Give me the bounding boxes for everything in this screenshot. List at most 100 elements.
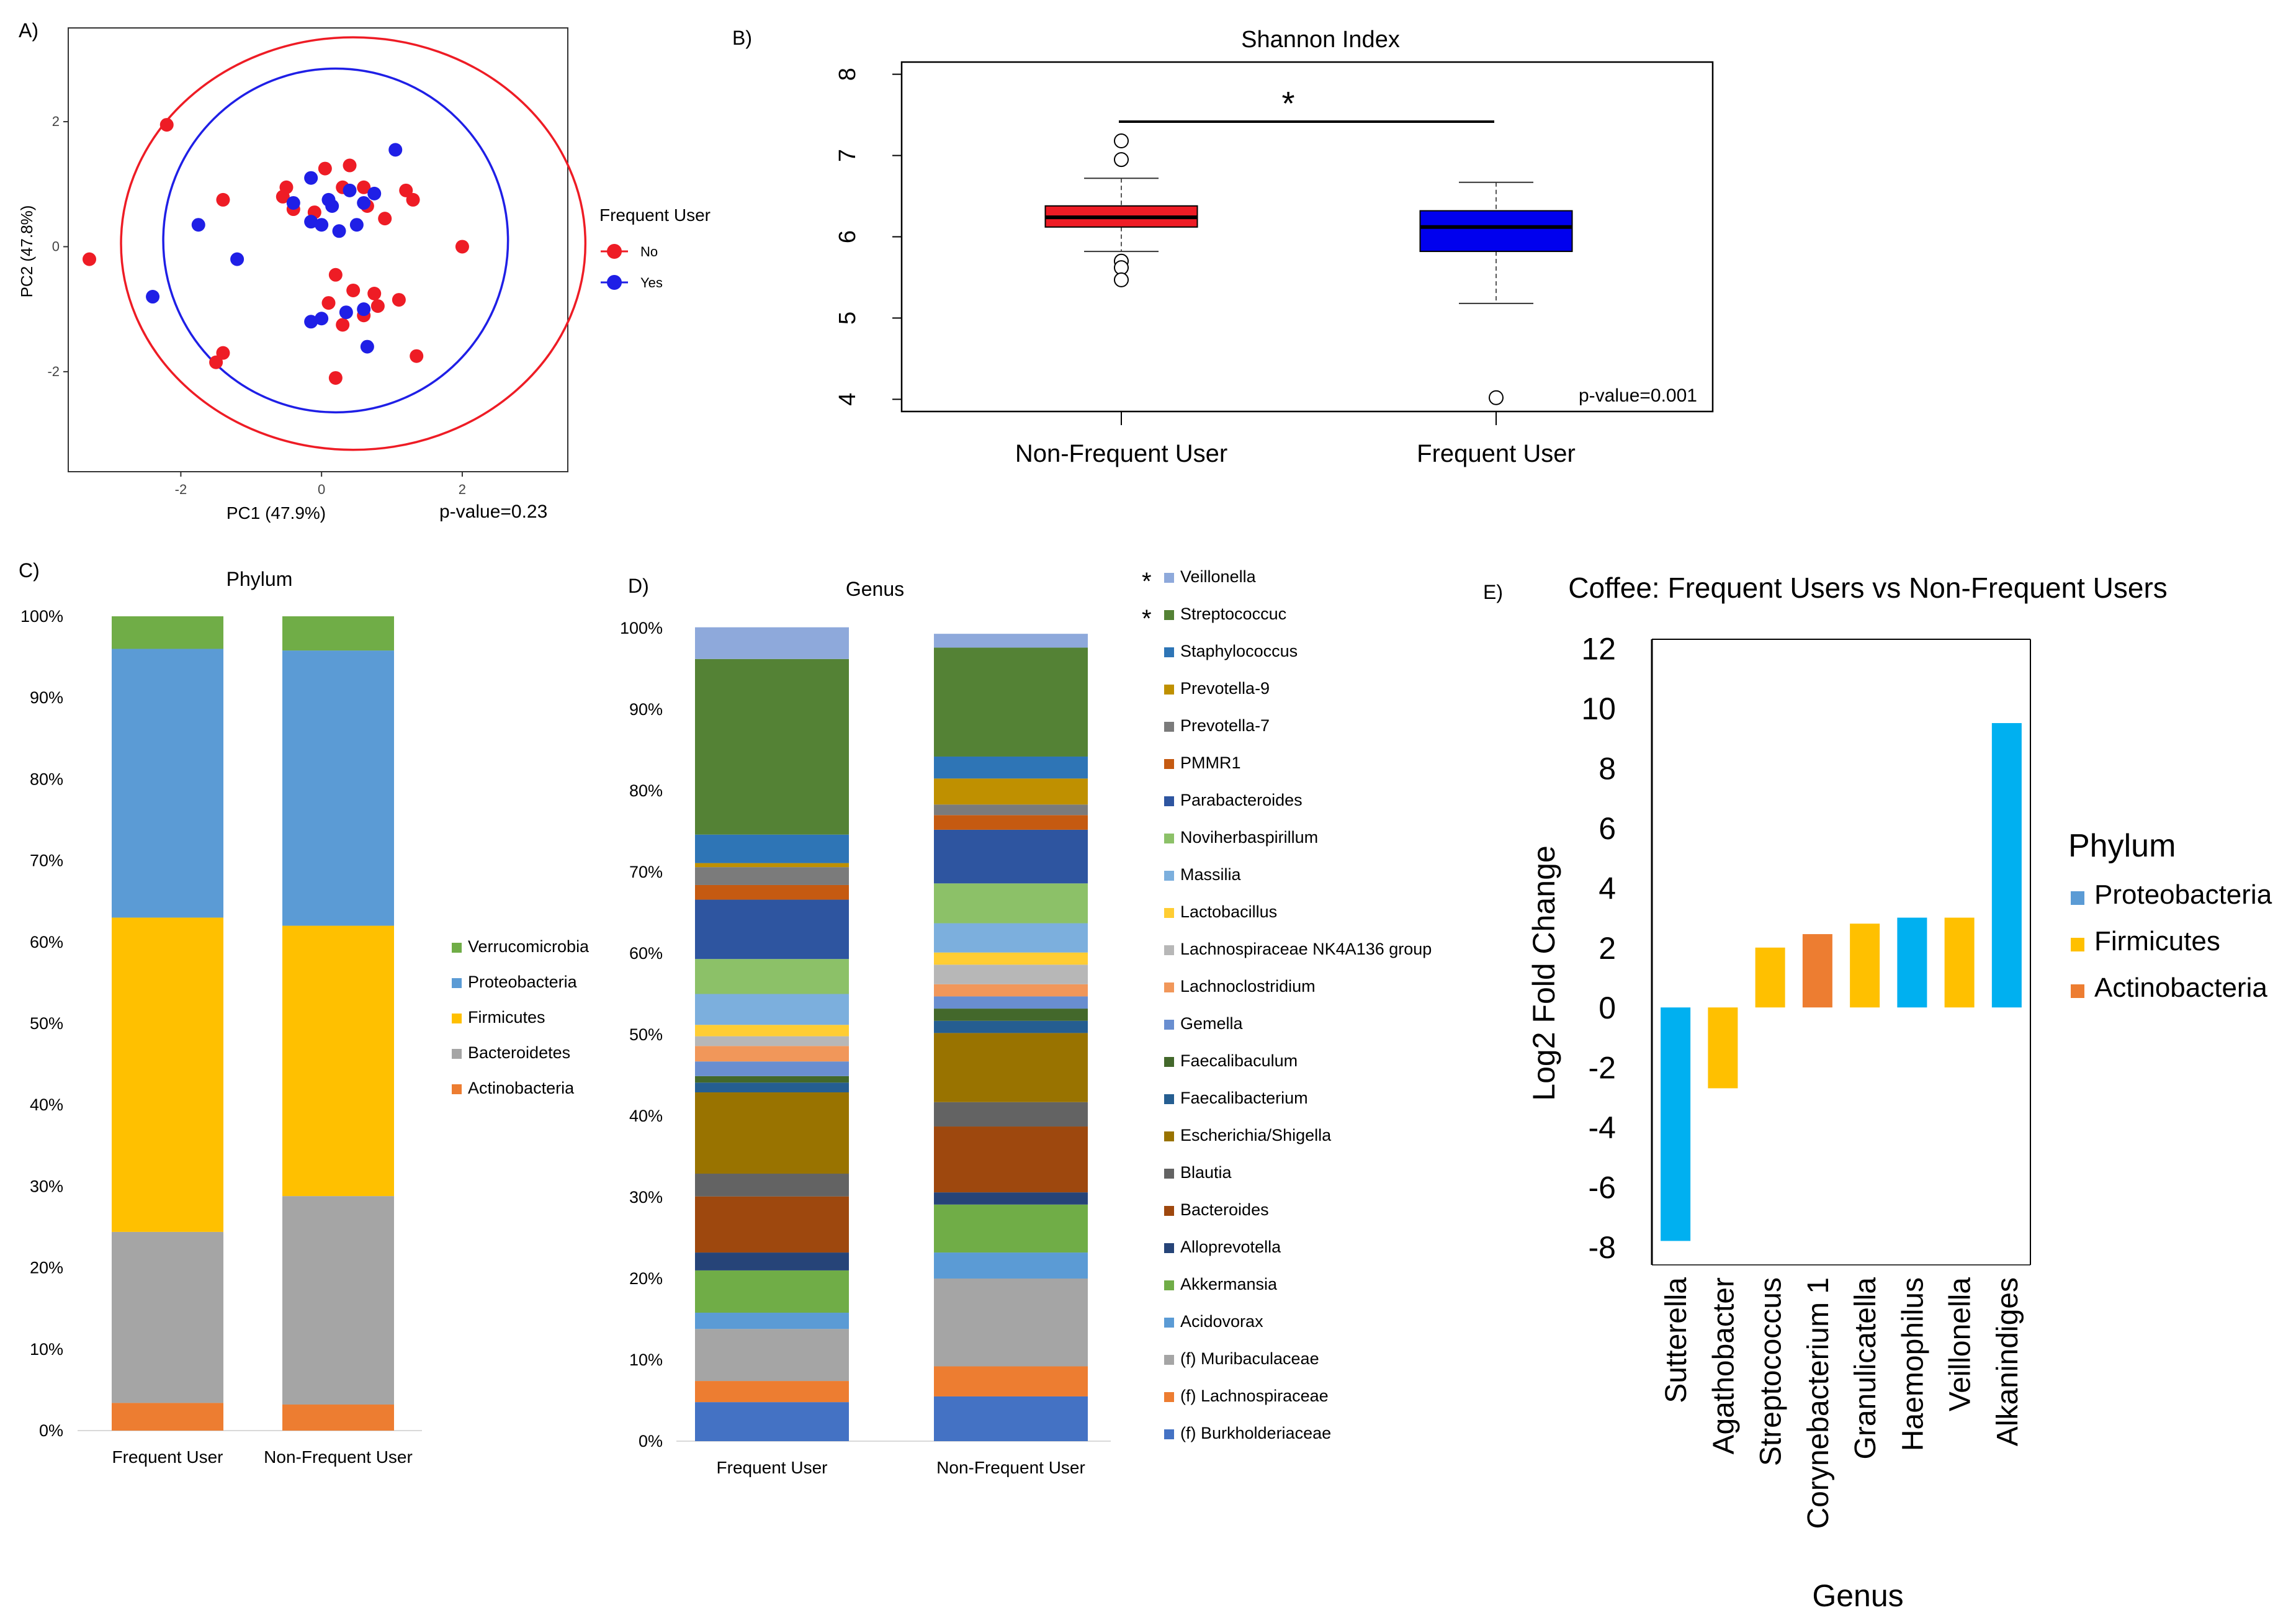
box-outlier (1114, 133, 1129, 149)
genus-bar-pmmr1 (934, 815, 1088, 830)
phylum-legend-swatch (452, 943, 462, 953)
genus-legend-swatch (1164, 722, 1174, 732)
fold-change-y-tick-label: 12 (1581, 631, 1616, 666)
genus-legend-label: Alloprevotella (1180, 1238, 1281, 1256)
phylum-bar-bacteroidetes (112, 1231, 223, 1403)
genus-bar-lactobacillus (695, 1025, 849, 1036)
shannon-category-label: Non-Frequent User (1015, 440, 1227, 467)
pca-point-yes (360, 339, 374, 354)
pca-point-yes (332, 224, 346, 238)
genus-bar-veillonella (934, 634, 1088, 648)
box-outlier (1114, 152, 1129, 168)
fold-change-y-tick-label: -2 (1589, 1051, 1616, 1086)
phylum-bar-actinobacteria (282, 1405, 394, 1431)
phylum-bar-verrucomicrobia (112, 616, 223, 649)
pca-legend: Frequent User No Yes (599, 205, 711, 290)
pca-point-yes (339, 305, 353, 320)
phylum-y-tick-label: 60% (30, 933, 63, 951)
fold-change-legend-title: Phylum (2068, 828, 2176, 864)
genus-bar-blautia (695, 1174, 849, 1197)
pca-point-yes (367, 186, 382, 200)
genus-bar-gemella (695, 1061, 849, 1076)
genus-y-tick-label: 0% (639, 1432, 663, 1450)
genus-legend-label: (f) Muribaculaceae (1180, 1349, 1319, 1368)
phylum-bar-proteobacteria (282, 650, 394, 926)
genus-bar-lachnoclostridium (695, 1046, 849, 1062)
genus-legend-swatch (1164, 1169, 1174, 1179)
pca-point-no (321, 296, 336, 310)
fold-change-x-label: Genus (1812, 1578, 1903, 1613)
pca-y-axis-label: PC2 (47.8%) (17, 205, 36, 298)
genus-bar-f-lachnospiraceae (695, 1381, 849, 1403)
genus-bar-gemella (934, 996, 1088, 1009)
pca-point-yes (315, 218, 329, 232)
phylum-y-tick-label: 80% (30, 770, 63, 788)
phylum-legend-label: Firmicutes (468, 1008, 545, 1027)
genus-legend-swatch (1164, 1392, 1174, 1402)
genus-bar-staphylococcus (934, 756, 1088, 779)
panel-e-label: E) (1483, 581, 1503, 603)
genus-bar-faecalibaculum (695, 1076, 849, 1083)
pca-legend-label-yes: Yes (640, 275, 663, 290)
genus-bar-prevotella-7 (934, 804, 1088, 816)
pca-x-tick-label: -2 (175, 482, 187, 497)
genus-legend-swatch (1164, 1094, 1174, 1104)
pca-point-no (279, 180, 294, 194)
shannon-boxplot: Shannon Index 4 5 6 7 8 Non-Frequent User Fre… (835, 27, 1714, 467)
phylum-legend-swatch (452, 978, 462, 988)
fold-change-y-tick-label: 4 (1599, 871, 1616, 906)
genus-bar-escherichia-shigella (934, 1033, 1088, 1102)
genus-bar-f-burkholderiaceae (934, 1396, 1088, 1441)
phylum-title: Phylum (226, 568, 293, 590)
genus-legend-label: Bacteroides (1180, 1200, 1269, 1219)
genus-legend-label: Streptococcuc (1180, 605, 1286, 623)
pca-scatter-plot: -2 0 2 -2 0 2 PC1 (47.9%) PC2 (47.8%) p-value… (17, 27, 711, 523)
phylum-y-tick-label: 0% (39, 1421, 63, 1440)
genus-bar-staphylococcus (695, 834, 849, 863)
pca-point-yes (349, 218, 364, 232)
genus-legend-swatch (1164, 945, 1174, 955)
pca-point-yes (315, 312, 329, 326)
genus-legend-label: Lachnoclostridium (1180, 977, 1316, 996)
pca-p-value: p-value=0.23 (439, 501, 547, 522)
shannon-y-tick-label: 8 (835, 68, 861, 81)
phylum-stacked-bar-chart: Phylum 0% 10% 20% 30% 40% 50% 60% 70% 80% 90% 100%… (20, 568, 590, 1467)
pca-y-tick-label: -2 (47, 364, 60, 379)
fold-change-bar-streptococcus (1755, 947, 1785, 1008)
fold-change-y-label: Log2 Fold Change (1527, 845, 1561, 1100)
genus-bar-escherichia-shigella (695, 1092, 849, 1174)
genus-y-tick-label: 60% (629, 944, 663, 963)
fold-change-bar-agathobacter (1708, 1007, 1738, 1089)
pca-point-no (406, 192, 420, 207)
fold-change-y-tick-label: 10 (1581, 691, 1616, 726)
panel-c-label: C) (19, 559, 40, 582)
phylum-bar-bacteroidetes (282, 1196, 394, 1405)
genus-bar-lachnoclostridium (934, 984, 1088, 997)
genus-category-label: Frequent User (717, 1458, 828, 1477)
pca-point-no (336, 318, 350, 332)
phylum-bar-actinobacteria (112, 1403, 223, 1431)
phylum-bar-firmicutes (112, 917, 223, 1232)
fold-change-bar-sutterella (1661, 1007, 1691, 1241)
genus-bar-parabacteroides (934, 829, 1088, 884)
fold-change-category-label: Granulicatella (1849, 1277, 1882, 1460)
panel-a-label: A) (19, 19, 38, 42)
pca-point-no (399, 183, 413, 197)
genus-bar-parabacteroides (695, 899, 849, 960)
pca-ellipse-yes (162, 67, 509, 414)
pca-point-no (357, 180, 371, 194)
genus-y-tick-label: 20% (629, 1269, 663, 1288)
genus-y-tick-label: 70% (629, 863, 663, 881)
pca-point-no (216, 192, 230, 207)
pca-legend-label-no: No (640, 244, 658, 259)
genus-legend-label: Akkermansia (1180, 1275, 1278, 1293)
genus-y-tick-label: 30% (629, 1188, 663, 1207)
genus-legend-swatch (1164, 908, 1174, 918)
genus-legend-label: (f) Burkholderiaceae (1180, 1424, 1331, 1442)
genus-legend-label: Prevotella-7 (1180, 716, 1270, 735)
pca-plot-frame (68, 27, 568, 472)
genus-legend-swatch (1164, 1280, 1174, 1290)
genus-legend-swatch (1164, 1355, 1174, 1365)
pca-ellipse-no (120, 36, 587, 451)
